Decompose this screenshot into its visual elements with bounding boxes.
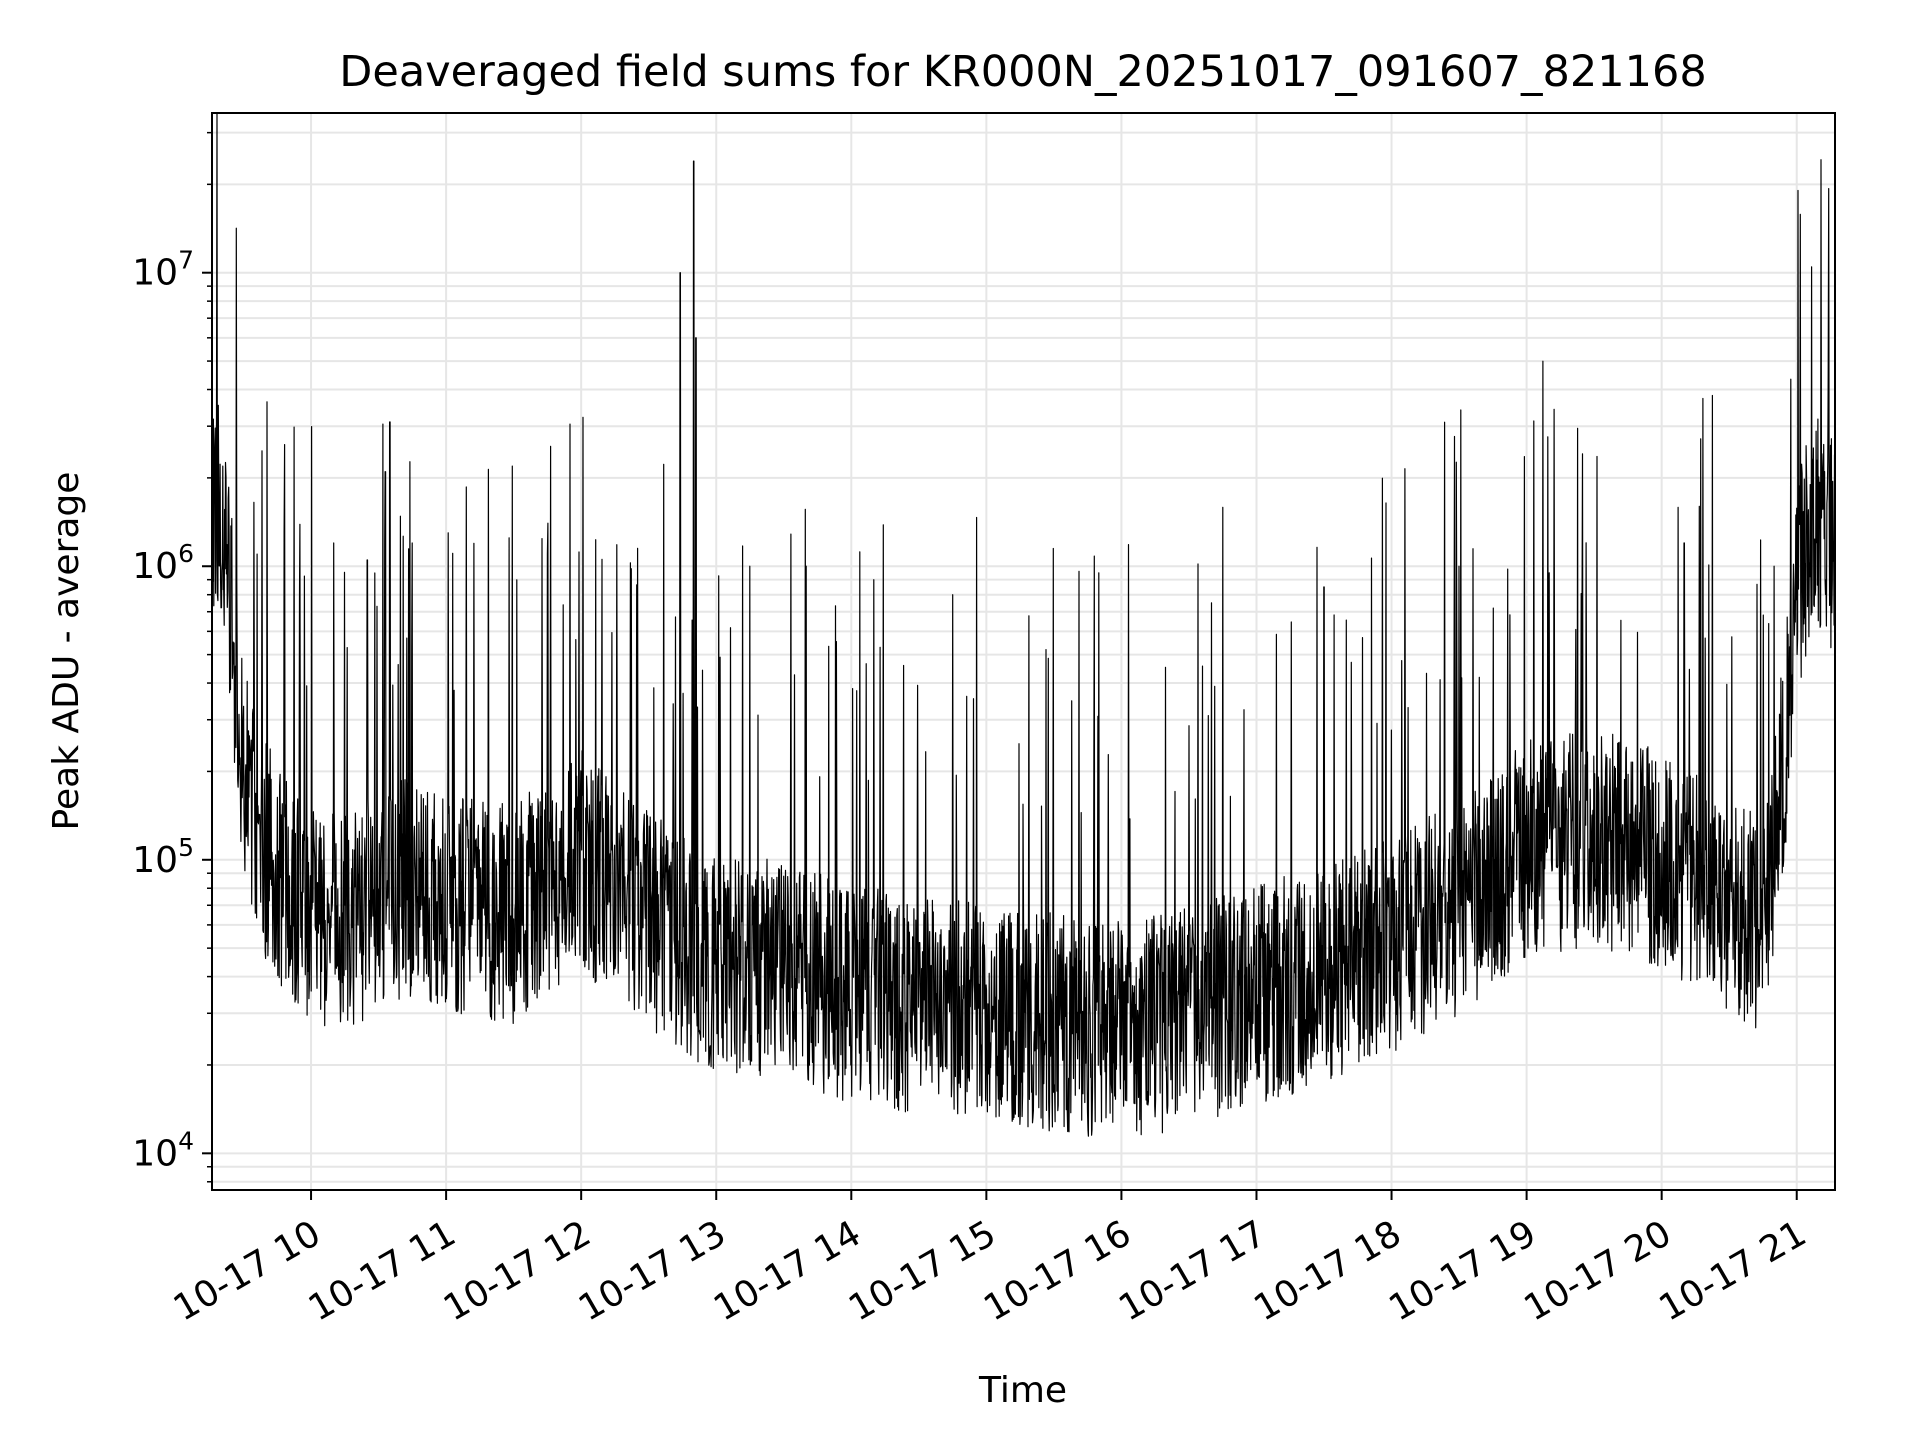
plot-layer	[211, 112, 1836, 1137]
plot-frame	[211, 112, 1836, 1191]
y-tick-label: 107	[132, 246, 194, 294]
series-line	[211, 112, 1836, 1137]
y-tick-label: 105	[132, 833, 194, 881]
y-tick-label: 106	[132, 539, 194, 587]
x-axis-label: Time	[978, 1370, 1067, 1411]
y-tick-label: 104	[132, 1126, 194, 1174]
y-axis-label: Peak ADU - average	[46, 472, 87, 831]
chart-title: Deaveraged field sums for KR000N_2025101…	[339, 47, 1706, 97]
